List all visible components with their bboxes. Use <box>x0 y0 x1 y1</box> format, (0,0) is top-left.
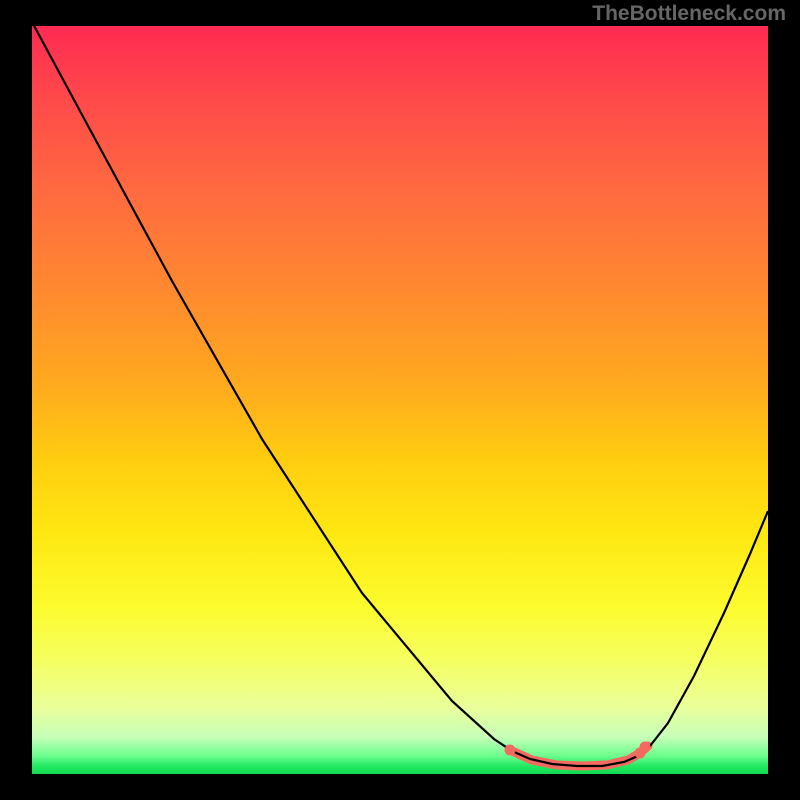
highlight-segment <box>512 746 648 766</box>
marker-dot <box>640 742 651 753</box>
plot-area <box>32 26 768 774</box>
bottleneck-curve <box>32 26 768 766</box>
marker-dot <box>505 745 516 756</box>
watermark-text: TheBottleneck.com <box>592 2 786 26</box>
chart-svg <box>32 26 768 774</box>
